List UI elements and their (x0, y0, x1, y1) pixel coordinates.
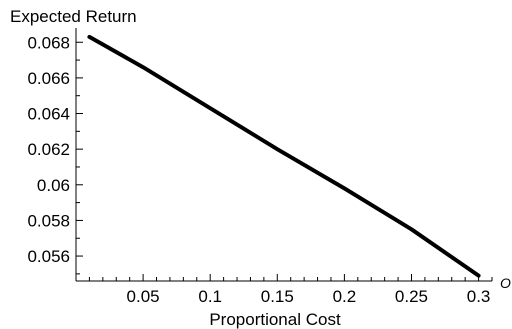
x-tick-label: 0.25 (395, 287, 428, 306)
y-axis-label: Expected Return (10, 7, 137, 26)
y-tick-label: 0.062 (27, 140, 70, 159)
y-tick-label: 0.064 (27, 105, 70, 124)
y-ticks: 0.056 0.058 0.06 0.062 0.064 0.066 0.068 (27, 33, 83, 275)
y-tick-label: 0.068 (27, 33, 70, 52)
corner-label: O (500, 275, 511, 291)
y-tick-label: 0.06 (37, 176, 70, 195)
expected-return-line (87, 34, 481, 278)
x-tick-label: 0.1 (198, 287, 222, 306)
y-tick-label: 0.058 (27, 211, 70, 230)
x-tick-label: 0.05 (127, 287, 160, 306)
y-tick-label: 0.056 (27, 247, 70, 266)
x-ticks: 0.05 0.1 0.15 0.2 0.25 0.3 (88, 274, 493, 306)
x-axis-label: Proportional Cost (209, 310, 341, 329)
x-tick-label: 0.2 (333, 287, 357, 306)
x-tick-label: 0.15 (261, 287, 294, 306)
x-tick-label: 0.3 (467, 287, 491, 306)
y-tick-label: 0.066 (27, 69, 70, 88)
